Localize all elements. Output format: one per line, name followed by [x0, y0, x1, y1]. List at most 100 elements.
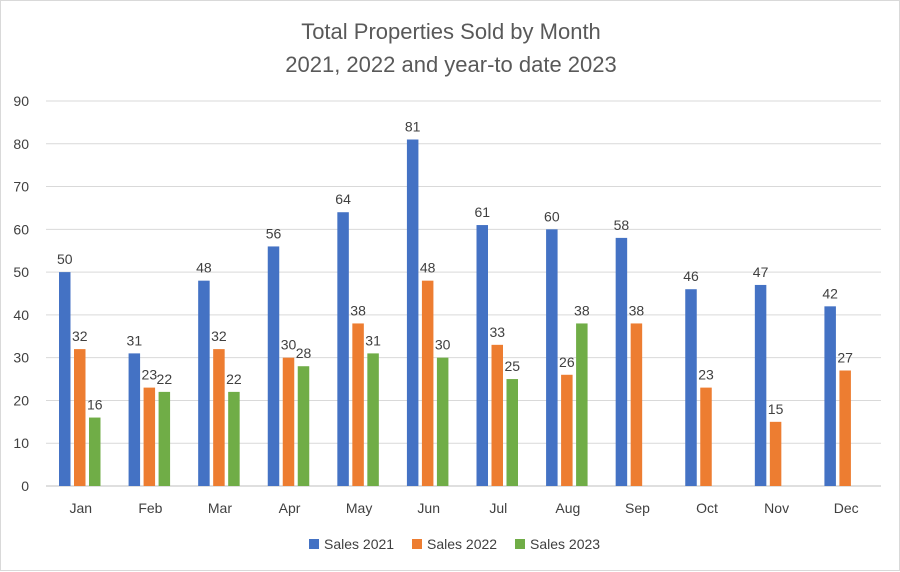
data-label: 38: [350, 302, 366, 318]
bar-sales-2022-jan: [74, 349, 86, 486]
legend-label: Sales 2022: [427, 536, 497, 552]
data-label: 22: [226, 371, 242, 387]
bars: [59, 139, 851, 487]
data-label: 32: [211, 328, 227, 344]
x-category-label: Aug: [555, 500, 580, 516]
legend-label: Sales 2021: [324, 536, 394, 552]
data-label: 32: [72, 328, 88, 344]
x-category-label: Jul: [489, 500, 507, 516]
bar-sales-2022-aug: [561, 374, 573, 486]
legend-swatch: [515, 539, 525, 549]
data-label: 16: [87, 397, 103, 413]
y-tick-label: 50: [13, 264, 29, 280]
bar-sales-2022-feb: [143, 387, 156, 486]
bar-sales-2022-jul: [491, 344, 503, 486]
bar-sales-2022-jun: [421, 280, 434, 486]
bar-sales-2022-apr: [282, 357, 295, 486]
bar-sales-2022-oct: [700, 387, 712, 486]
data-label: 26: [559, 354, 575, 370]
bar-sales-2022-sep: [630, 323, 643, 486]
bar-sales-2022-nov: [769, 421, 782, 486]
bar-sales-2022-mar: [213, 349, 225, 486]
y-tick-label: 70: [13, 179, 29, 195]
data-label: 47: [753, 264, 769, 280]
bar-sales-2021-feb: [128, 353, 141, 486]
data-label: 27: [837, 350, 853, 366]
data-label: 42: [822, 285, 838, 301]
bar-sales-2023-feb: [158, 391, 171, 486]
bar-sales-2023-may: [367, 353, 379, 486]
chart-title: Total Properties Sold by Month 2021, 2022…: [285, 19, 617, 77]
x-category-label: Jun: [417, 500, 440, 516]
y-tick-label: 90: [13, 93, 29, 109]
bar-sales-2022-dec: [839, 370, 851, 486]
data-label: 23: [142, 367, 158, 383]
x-category-label: Dec: [834, 500, 859, 516]
bar-sales-2021-jan: [59, 272, 71, 486]
data-label: 64: [335, 191, 351, 207]
bar-sales-2021-may: [337, 212, 349, 486]
x-category-label: Sep: [625, 500, 650, 516]
data-label: 61: [474, 204, 490, 220]
data-label: 56: [266, 225, 282, 241]
data-label: 31: [365, 332, 381, 348]
y-tick-label: 0: [21, 478, 29, 494]
bar-sales-2023-mar: [228, 391, 240, 486]
bar-sales-2021-nov: [754, 284, 767, 486]
data-label: 38: [629, 302, 645, 318]
bar-sales-2021-jul: [476, 225, 488, 487]
data-label: 31: [127, 332, 143, 348]
legend-swatch: [412, 539, 422, 549]
bar-sales-2023-aug: [576, 323, 588, 486]
data-label: 22: [157, 371, 173, 387]
data-label: 81: [405, 119, 421, 135]
y-tick-label: 60: [13, 221, 29, 237]
data-label: 38: [574, 302, 590, 318]
y-tick-label: 10: [13, 435, 29, 451]
data-label: 28: [296, 345, 312, 361]
bar-sales-2021-sep: [615, 237, 628, 486]
x-category-label: Mar: [208, 500, 232, 516]
bar-sales-2023-jul: [506, 379, 518, 486]
bar-sales-2021-apr: [267, 246, 280, 486]
bar-sales-2023-jun: [436, 357, 449, 486]
chart-title-line: Total Properties Sold by Month: [301, 19, 601, 44]
data-label: 60: [544, 208, 560, 224]
data-label: 30: [435, 337, 451, 353]
chart-title-line: 2021, 2022 and year-to date 2023: [285, 52, 617, 77]
bar-sales-2021-mar: [198, 280, 210, 486]
data-label: 23: [698, 367, 714, 383]
data-label: 46: [683, 268, 699, 284]
y-tick-label: 80: [13, 136, 29, 152]
bar-sales-2021-aug: [546, 229, 558, 487]
data-label: 50: [57, 251, 73, 267]
bar-sales-2023-apr: [297, 366, 310, 486]
bar-sales-2021-oct: [685, 289, 697, 486]
data-label: 30: [281, 337, 297, 353]
data-label: 25: [504, 358, 520, 374]
y-tick-label: 40: [13, 307, 29, 323]
data-label: 15: [768, 401, 784, 417]
bar-sales-2021-jun: [406, 139, 419, 486]
x-category-label: Jan: [70, 500, 93, 516]
gridlines: [46, 100, 881, 487]
bar-sales-2023-jan: [89, 417, 101, 486]
y-tick-label: 30: [13, 350, 29, 366]
legend: Sales 2021 Sales 2022 Sales 2023: [309, 536, 600, 552]
legend-swatch: [309, 539, 319, 549]
data-label: 58: [614, 217, 630, 233]
x-category-label: Apr: [279, 500, 301, 516]
x-axis-categories: Jan Feb Mar Apr May Jun Jul Aug Sep Oct Nov Dec: [70, 500, 859, 516]
x-category-label: Nov: [764, 500, 789, 516]
y-axis-ticks: 0 10 20 30 40 50 60 70 80 90: [13, 93, 29, 494]
data-label: 48: [420, 260, 436, 276]
y-tick-label: 20: [13, 392, 29, 408]
legend-label: Sales 2023: [530, 536, 600, 552]
bar-sales-2021-dec: [824, 306, 836, 486]
data-label: 33: [489, 324, 505, 340]
bar-sales-2022-may: [352, 323, 364, 486]
x-category-label: Feb: [138, 500, 162, 516]
